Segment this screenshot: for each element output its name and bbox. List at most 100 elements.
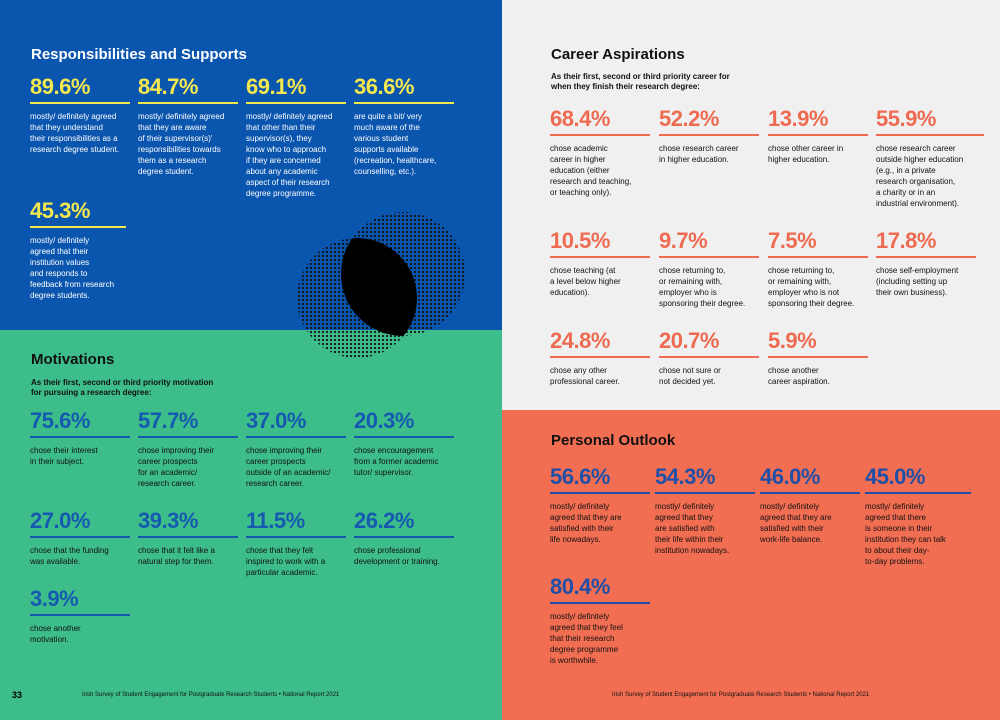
stat-description: chose other career in higher education. [768,144,844,164]
stat-value: 10.5% [550,228,650,258]
footer-text: Irish Survey of Student Engagement for P… [612,692,870,698]
stat-value: 89.6% [30,74,130,104]
stat-value: 69.1% [246,74,346,104]
stat-value: 37.0% [246,408,346,438]
motivations-subtitle: As their first, second or third priority… [31,378,214,397]
stat-value: 11.5% [246,508,346,538]
stat-value: 20.7% [659,328,759,358]
stat-value: 54.3% [655,464,755,494]
stat-description: mostly/ definitely agreed that other tha… [246,112,333,198]
stat-card: 54.3% mostly/ definitely agreed that the… [655,464,755,556]
stat-card: 57.7% chose improving their career prosp… [138,408,238,489]
stat-card: 5.9% chose another career aspiration. [768,328,868,387]
stat-description: mostly/ definitely agreed that they feel… [550,612,623,665]
footer-text: Irish Survey of Student Engagement for P… [82,692,340,698]
stat-description: chose improving their career prospects f… [138,446,215,488]
stat-description: mostly/ definitely agreed that they are … [138,112,225,176]
stat-description: chose teaching (at a level below higher … [550,266,621,297]
stat-description: mostly/ definitely agreed that they are … [760,502,832,544]
stat-value: 13.9% [768,106,868,136]
stat-card: 56.6% mostly/ definitely agreed that the… [550,464,650,545]
stat-card: 69.1% mostly/ definitely agreed that oth… [246,74,346,199]
stat-card: 55.9% chose research career outside high… [876,106,984,209]
stat-value: 46.0% [760,464,860,494]
stat-card: 45.0% mostly/ definitely agreed that the… [865,464,971,567]
stat-card: 37.0% chose improving their career prosp… [246,408,346,489]
stat-value: 9.7% [659,228,759,258]
stat-card: 20.3% chose encouragement from a former … [354,408,454,478]
stat-card: 89.6% mostly/ definitely agreed that the… [30,74,130,155]
stat-value: 17.8% [876,228,976,258]
stat-card: 46.0% mostly/ definitely agreed that the… [760,464,860,545]
motivations-title: Motivations [31,351,115,368]
stat-value: 56.6% [550,464,650,494]
stat-card: 80.4% mostly/ definitely agreed that the… [550,574,650,666]
stat-value: 26.2% [354,508,454,538]
stat-card: 13.9% chose other career in higher educa… [768,106,868,165]
stat-card: 7.5% chose returning to, or remaining wi… [768,228,868,309]
stat-description: chose improving their career prospects o… [246,446,331,488]
stat-card: 45.3% mostly/ definitely agreed that the… [30,198,126,301]
stat-description: chose any other professional career. [550,366,620,386]
stat-card: 68.4% chose academic career in higher ed… [550,106,650,198]
responsibilities-section: Responsibilities and Supports 89.6% most… [0,0,502,330]
stat-value: 5.9% [768,328,868,358]
stat-value: 36.6% [354,74,454,104]
stat-value: 45.3% [30,198,126,228]
overlapping-circles-graphic [297,212,465,358]
stat-card: 39.3% chose that it felt like a natural … [138,508,238,567]
stat-value: 55.9% [876,106,984,136]
stat-value: 45.0% [865,464,971,494]
stat-card: 20.7% chose not sure or not decided yet. [659,328,759,387]
stat-card: 27.0% chose that the funding was availab… [30,508,130,567]
stat-description: chose self-employment (including setting… [876,266,959,297]
stat-description: chose that the funding was available. [30,546,109,566]
stat-description: chose research career outside higher edu… [876,144,964,208]
stat-value: 7.5% [768,228,868,258]
stat-description: mostly/ definitely agreed that there is … [865,502,946,566]
stat-description: chose encouragement from a former academ… [354,446,439,477]
stat-value: 80.4% [550,574,650,604]
stat-description: chose that they felt inspired to work wi… [246,546,326,577]
career-section: Career Aspirations As their first, secon… [502,0,1000,410]
stat-description: chose returning to, or remaining with, e… [659,266,746,308]
stat-description: chose their interest in their subject. [30,446,98,466]
stat-value: 84.7% [138,74,238,104]
stat-value: 68.4% [550,106,650,136]
stat-card: 36.6% are quite a bit/ very much aware o… [354,74,454,177]
stat-value: 24.8% [550,328,650,358]
stat-description: mostly/ definitely agreed that they are … [550,502,622,544]
stat-description: chose academic career in higher educatio… [550,144,632,197]
stat-value: 57.7% [138,408,238,438]
responsibilities-title: Responsibilities and Supports [31,46,247,63]
circle-intersection [341,238,417,336]
stat-card: 75.6% chose their interest in their subj… [30,408,130,467]
stat-value: 52.2% [659,106,759,136]
stat-value: 3.9% [30,586,130,616]
stat-value: 20.3% [354,408,454,438]
stat-description: chose returning to, or remaining with, e… [768,266,855,308]
stat-card: 84.7% mostly/ definitely agreed that the… [138,74,238,177]
career-subtitle: As their first, second or third priority… [551,72,730,91]
stat-card: 9.7% chose returning to, or remaining wi… [659,228,759,309]
stat-card: 3.9% chose another motivation. [30,586,130,645]
stat-description: are quite a bit/ very much aware of the … [354,112,437,176]
stat-description: chose not sure or not decided yet. [659,366,721,386]
stat-description: chose that it felt like a natural step f… [138,546,215,566]
outlook-title: Personal Outlook [551,432,676,449]
stat-description: chose another career aspiration. [768,366,830,386]
stat-description: mostly/ definitely agreed that they unde… [30,112,119,154]
stat-card: 11.5% chose that they felt inspired to w… [246,508,346,578]
stat-card: 17.8% chose self-employment (including s… [876,228,976,298]
motivations-section: Motivations As their first, second or th… [0,330,502,720]
stat-card: 26.2% chose professional development or … [354,508,454,567]
stat-card: 24.8% chose any other professional caree… [550,328,650,387]
stat-card: 10.5% chose teaching (at a level below h… [550,228,650,298]
stat-description: chose research career in higher educatio… [659,144,739,164]
career-title: Career Aspirations [551,46,685,63]
stat-description: chose another motivation. [30,624,81,644]
stat-value: 39.3% [138,508,238,538]
stat-value: 27.0% [30,508,130,538]
page-number: 33 [12,690,23,700]
outlook-section: Personal Outlook 56.6% mostly/ definitel… [502,410,1000,720]
